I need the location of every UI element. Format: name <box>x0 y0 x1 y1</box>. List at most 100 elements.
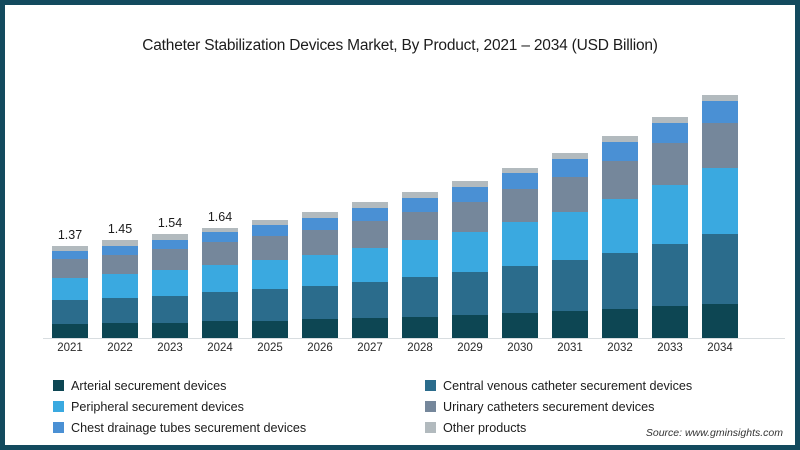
bar-segment <box>102 274 138 299</box>
bar-segment <box>52 324 88 339</box>
legend-item[interactable]: Central venous catheter securement devic… <box>425 379 757 393</box>
bar-column: 1.45 <box>95 67 145 339</box>
bar-segment <box>402 316 438 339</box>
legend-swatch-icon <box>53 380 64 391</box>
bar-segment <box>552 176 588 212</box>
stacked-bar[interactable] <box>602 135 638 339</box>
stacked-bar[interactable] <box>352 202 388 339</box>
bar-segment <box>702 123 738 169</box>
bar-segment <box>502 313 538 339</box>
bar-segment <box>202 232 238 243</box>
bar-segment <box>302 285 338 320</box>
x-tick-label: 2022 <box>107 342 133 354</box>
x-tick-label: 2028 <box>407 342 433 354</box>
bar-segment <box>252 260 288 290</box>
x-tick-label: 2027 <box>357 342 383 354</box>
bar-segment <box>652 116 688 123</box>
bar-segment <box>302 254 338 286</box>
bar-segment <box>252 225 288 237</box>
bar-segment <box>652 243 688 307</box>
bar-segment <box>702 168 738 235</box>
bar-segment <box>152 239 188 250</box>
bar-segment <box>152 295 188 323</box>
x-tick-label: 2021 <box>57 342 83 354</box>
bar-segment <box>152 249 188 271</box>
legend-swatch-icon <box>53 422 64 433</box>
bar-segment <box>52 250 88 259</box>
bar-segment <box>252 320 288 339</box>
x-tick-label: 2034 <box>707 342 733 354</box>
bar-segment <box>352 208 388 221</box>
bar-segment <box>152 322 188 339</box>
x-tick-label: 2029 <box>457 342 483 354</box>
stacked-bar[interactable] <box>702 94 738 339</box>
bar-segment <box>502 222 538 267</box>
x-tick-label: 2025 <box>257 342 283 354</box>
legend-label: Chest drainage tubes securement devices <box>71 420 307 435</box>
bar-segment <box>602 160 638 199</box>
bar-segment <box>502 167 538 174</box>
bar-segment <box>102 240 138 246</box>
bar-segment <box>502 266 538 314</box>
bar-segment <box>552 152 588 159</box>
bar-column <box>545 67 595 339</box>
bar-segment <box>652 122 688 144</box>
bar-value-label: 1.64 <box>207 209 233 224</box>
bar-column <box>245 67 295 339</box>
x-tick-label: 2031 <box>557 342 583 354</box>
bar-value-label: 1.54 <box>157 216 183 231</box>
bar-segment <box>202 264 238 293</box>
stacked-bar[interactable] <box>652 116 688 339</box>
bar-segment <box>202 227 238 233</box>
legend-item[interactable]: Other products <box>425 421 757 435</box>
stacked-bar[interactable]: 1.54 <box>152 216 188 339</box>
stacked-bar[interactable]: 1.45 <box>102 222 138 339</box>
bar-segment <box>402 211 438 241</box>
x-axis-tick-labels: 2021 2022 2023 2024 2025 2026 2027 2028 2029 2030… <box>43 342 785 362</box>
bar-segment <box>102 323 138 339</box>
legend-item[interactable]: Urinary catheters securement devices <box>425 400 757 414</box>
bar-segment <box>452 180 488 187</box>
stacked-bar[interactable]: 1.64 <box>202 210 238 339</box>
x-axis-line <box>43 338 785 339</box>
legend-label: Peripheral securement devices <box>71 399 244 414</box>
bar-segment <box>402 192 438 199</box>
chart-legend: Arterial securement devices Central venou… <box>53 375 757 438</box>
legend-label: Central venous catheter securement devic… <box>443 378 693 393</box>
stacked-bar[interactable] <box>252 220 288 339</box>
bar-segment <box>352 247 388 282</box>
stacked-bar[interactable]: 1.37 <box>52 228 88 339</box>
legend-item[interactable]: Peripheral securement devices <box>53 400 425 414</box>
bar-segment <box>602 198 638 253</box>
x-tick-label: 2033 <box>657 342 683 354</box>
bar-segment <box>152 234 188 240</box>
legend-swatch-icon <box>53 401 64 412</box>
bar-segment <box>302 319 338 339</box>
stacked-bar[interactable] <box>402 192 438 339</box>
stacked-bar[interactable] <box>552 152 588 339</box>
bar-segment <box>202 242 238 265</box>
bar-segment <box>152 270 188 296</box>
bar-segment <box>352 202 388 209</box>
bar-segment <box>702 94 738 102</box>
bar-segment <box>702 234 738 304</box>
bar-segment <box>302 218 338 230</box>
stacked-bar[interactable] <box>502 167 538 339</box>
bar-segment <box>452 201 488 233</box>
bar-segment <box>602 135 638 142</box>
bar-group: 1.37 1.45 1.54 1.64 <box>43 67 785 339</box>
x-tick-label: 2026 <box>307 342 333 354</box>
x-tick-label: 2024 <box>207 342 233 354</box>
legend-swatch-icon <box>425 380 436 391</box>
bar-segment <box>452 232 488 273</box>
stacked-bar[interactable] <box>302 211 338 339</box>
legend-item[interactable]: Arterial securement devices <box>53 379 425 393</box>
bar-segment <box>652 306 688 339</box>
bar-segment <box>302 229 338 255</box>
bar-segment <box>402 240 438 278</box>
bar-segment <box>502 173 538 190</box>
bar-segment <box>702 303 738 339</box>
stacked-bar[interactable] <box>452 180 488 339</box>
x-tick-label: 2030 <box>507 342 533 354</box>
legend-item[interactable]: Chest drainage tubes securement devices <box>53 421 425 435</box>
